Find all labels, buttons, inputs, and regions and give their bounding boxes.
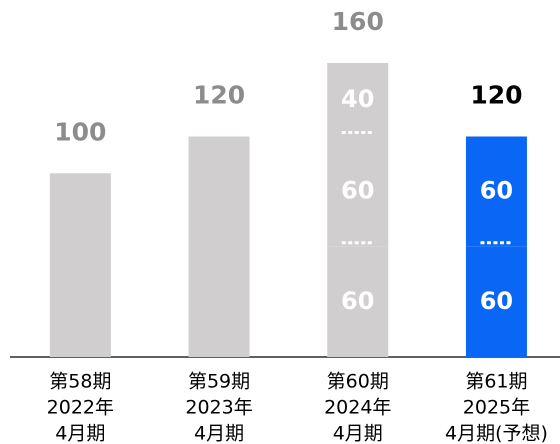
total-label: 100 bbox=[54, 117, 106, 146]
segment-label: 60 bbox=[341, 177, 374, 205]
segment-label: 40 bbox=[341, 85, 374, 113]
segment-label: 60 bbox=[341, 287, 374, 315]
bar-segment bbox=[188, 136, 250, 357]
x-tick-label: 4月期(予想) bbox=[445, 423, 548, 444]
x-tick-label: 第61期 bbox=[465, 371, 527, 393]
x-tick-label: 2025年 bbox=[463, 397, 530, 419]
x-tick-label: 第59期 bbox=[188, 371, 250, 393]
total-label: 160 bbox=[332, 7, 384, 36]
bar-segment bbox=[49, 173, 111, 357]
bar-segment bbox=[465, 246, 527, 357]
x-tick-label: 第60期 bbox=[327, 371, 389, 393]
x-tick-label: 2024年 bbox=[324, 397, 391, 419]
bar-segment bbox=[465, 136, 527, 247]
x-tick-label: 2023年 bbox=[185, 397, 252, 419]
total-label: 120 bbox=[193, 81, 245, 110]
bar-segment bbox=[327, 136, 389, 247]
bar-segment bbox=[327, 63, 389, 137]
segment-label: 60 bbox=[480, 177, 513, 205]
x-tick-label: 4月期 bbox=[194, 423, 244, 444]
total-label: 120 bbox=[470, 81, 522, 110]
segment-label: 60 bbox=[480, 287, 513, 315]
bar-segment bbox=[327, 246, 389, 357]
x-tick-label: 第58期 bbox=[49, 371, 111, 393]
x-tick-label: 4月期 bbox=[333, 423, 383, 444]
x-tick-label: 4月期 bbox=[55, 423, 105, 444]
x-tick-label: 2022年 bbox=[47, 397, 114, 419]
